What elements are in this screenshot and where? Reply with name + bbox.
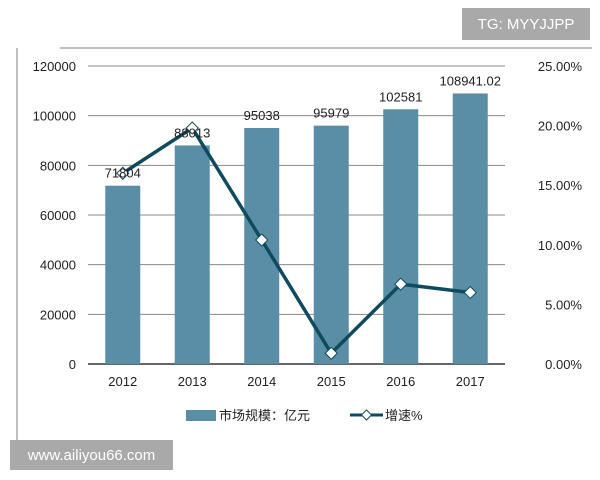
- legend-diamond-icon: [360, 409, 373, 421]
- y-left-tick: 0: [69, 357, 76, 372]
- bar-data-label: 108941.02: [440, 73, 501, 88]
- growth-point: [394, 277, 408, 291]
- bar: [105, 185, 141, 364]
- y-left-tick: 20000: [40, 307, 76, 322]
- x-tick: 2016: [386, 374, 415, 389]
- x-tick: 2013: [178, 374, 207, 389]
- legend-line-label: 增速%: [385, 408, 423, 423]
- x-tick: 2012: [108, 374, 137, 389]
- y-right-tick: 5.00%: [545, 297, 582, 312]
- watermark-top-right: TG: MYYJJPP: [462, 8, 590, 40]
- x-tick: 2015: [317, 374, 346, 389]
- bar-data-label: 95038: [244, 108, 280, 123]
- legend-bar-label: 市场规模：亿元: [219, 408, 310, 423]
- bar-data-label: 71804: [105, 166, 141, 181]
- growth-point: [255, 233, 269, 247]
- legend-bar-swatch: [186, 410, 216, 421]
- growth-point: [185, 121, 199, 135]
- x-tick: 2014: [247, 374, 276, 389]
- bar: [174, 145, 210, 364]
- bar: [383, 109, 419, 364]
- legend: 市场规模：亿元 增速%: [186, 408, 423, 423]
- y-left-tick: 80000: [40, 158, 76, 173]
- y-right-tick: 20.00%: [538, 119, 583, 134]
- y-right-tick: 25.00%: [538, 59, 583, 74]
- bar: [313, 125, 349, 364]
- y-left-tick: 60000: [40, 208, 76, 223]
- y-right-tick: 10.00%: [538, 238, 583, 253]
- bar-data-label: 95979: [313, 106, 349, 121]
- growth-point: [324, 346, 338, 360]
- growth-point: [463, 285, 477, 300]
- y-left-tick: 100000: [33, 109, 76, 124]
- y-right-tick: 15.00%: [538, 178, 583, 193]
- bar: [452, 93, 488, 364]
- growth-line: [121, 125, 471, 357]
- y-left-tick: 40000: [40, 258, 76, 273]
- watermark-bottom-left: www.ailiyou66.com: [10, 440, 173, 470]
- y-left-tick: 120000: [33, 59, 76, 74]
- bar-data-label: 102581: [379, 89, 422, 104]
- growth-point: [116, 166, 130, 180]
- bar-data-label: 88013: [174, 125, 210, 140]
- y-right-tick: 0.00%: [545, 357, 582, 372]
- x-tick: 2017: [456, 374, 485, 389]
